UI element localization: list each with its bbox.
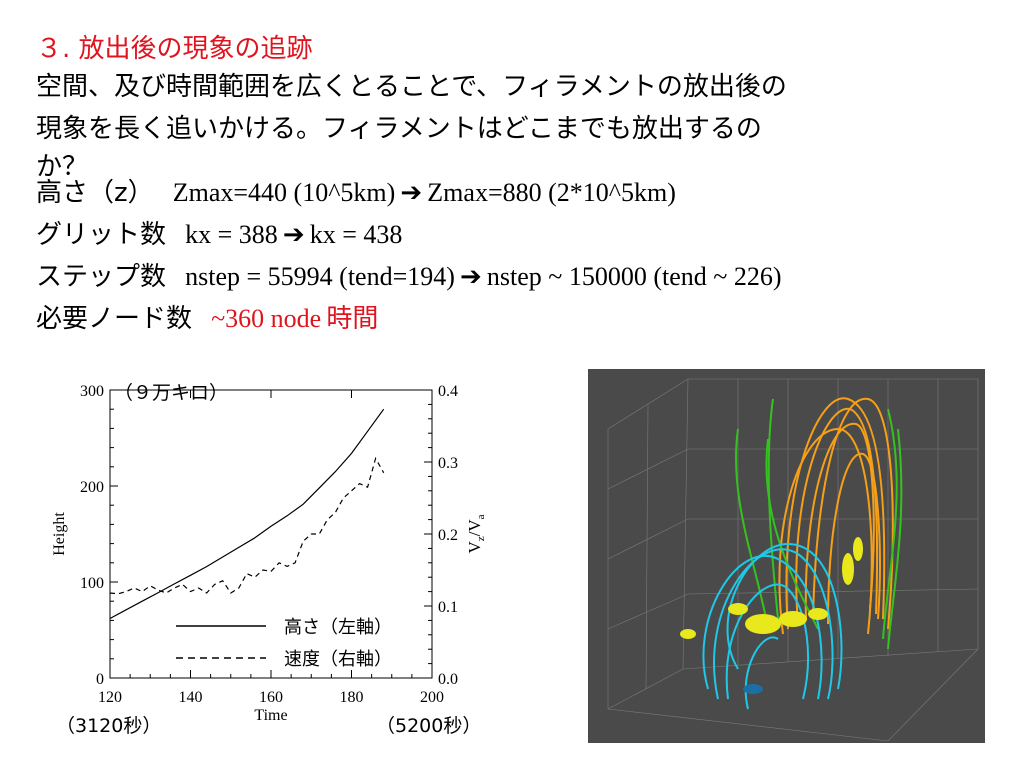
chart-labels: 120 140 160 180 200 0 100 200 300 0.0 0.1 0.2 0.3 0.4…	[51, 383, 487, 724]
y-tick-label: 100	[80, 575, 104, 592]
y-tick-label: 300	[80, 383, 104, 400]
velocity-line	[109, 456, 385, 595]
y2-tick-label: 0.1	[438, 599, 458, 616]
chart-legend: 高さ（左軸） 速度（右軸）	[176, 617, 392, 670]
row-value: nstep = 55994 (tend=194)	[185, 262, 455, 291]
filament-yellow-blobs	[680, 537, 863, 639]
y2-axis-title: Vz/Va	[465, 514, 487, 553]
x-tick-label: 200	[420, 689, 444, 706]
y-tick-label: 200	[80, 479, 104, 496]
row-grid: グリット数 kx = 388 ➔ kx = 438	[36, 214, 402, 251]
x-tick-label: 160	[259, 689, 283, 706]
row-steps: ステップ数 nstep = 55994 (tend=194) ➔ nstep ~…	[36, 256, 782, 293]
row-label: グリット数	[36, 220, 167, 250]
row-label: 必要ノード数	[36, 304, 193, 334]
body-line-1: 空間、及び時間範囲を広くとることで、フィラメントの放出後の	[36, 72, 787, 102]
sim-grid	[607, 378, 979, 742]
arrow-icon: ➔	[282, 220, 305, 249]
row-nodes: 必要ノード数 ~360 node 時間	[36, 298, 378, 335]
body-line-3: か？	[36, 152, 89, 182]
y-tick-label: 0	[96, 671, 104, 688]
height-line	[109, 408, 385, 620]
flux-rope-footpoint	[743, 684, 763, 694]
field-line-rendering	[607, 378, 979, 742]
height-velocity-chart: 120 140 160 180 200 0 100 200 300 0.0 0.1 0.2 0.3 0.4…	[51, 383, 487, 724]
slide-title: ３. 放出後の現象の追跡	[36, 34, 313, 64]
annotation-90000km: （９万キロ）	[114, 382, 229, 404]
x-axis-title: Time	[254, 707, 287, 724]
row-value-new: nstep ~ 150000 (tend ~ 226)	[486, 262, 782, 291]
y2-tick-label: 0.0	[438, 671, 458, 688]
caption-start-time: （3120秒）	[56, 715, 162, 737]
caption-end-time: （5200秒）	[376, 715, 482, 737]
legend-label-2: 速度（右軸）	[284, 649, 392, 670]
row-height: 高さ（z） Zmax=440 (10^5km) ➔ Zmax=880 (2*10…	[36, 172, 676, 209]
arrow-icon: ➔	[400, 178, 423, 207]
orange-field-lines	[778, 397, 894, 635]
y2-tick-label: 0.4	[438, 383, 458, 400]
row-value-new: kx = 438	[309, 220, 403, 249]
y2-tick-label: 0.3	[438, 455, 458, 472]
row-value-new: Zmax=880 (2*10^5km)	[427, 178, 676, 207]
body-line-2: 現象を長く追いかける。フィラメントはどこまでも放出するの	[36, 114, 762, 144]
row-label: 高さ（z）	[36, 178, 154, 208]
y-axis-title: Height	[51, 512, 68, 556]
x-tick-label: 180	[340, 689, 364, 706]
row-value: kx = 388	[185, 220, 278, 249]
chart-series	[109, 408, 385, 620]
chart-axes	[109, 389, 433, 679]
x-tick-label: 140	[179, 689, 203, 706]
cyan-field-lines	[702, 542, 843, 710]
row-label: ステップ数	[36, 262, 167, 292]
arrow-icon: ➔	[460, 262, 482, 291]
x-tick-label: 120	[98, 689, 122, 706]
row-value: Zmax=440 (10^5km)	[172, 178, 396, 207]
simulation-3d-image	[588, 369, 985, 743]
legend-label-1: 高さ（左軸）	[284, 617, 392, 638]
row-value: ~360 node	[211, 304, 322, 333]
y2-tick-label: 0.2	[438, 527, 458, 544]
row-value-unit: 時間	[326, 304, 379, 334]
